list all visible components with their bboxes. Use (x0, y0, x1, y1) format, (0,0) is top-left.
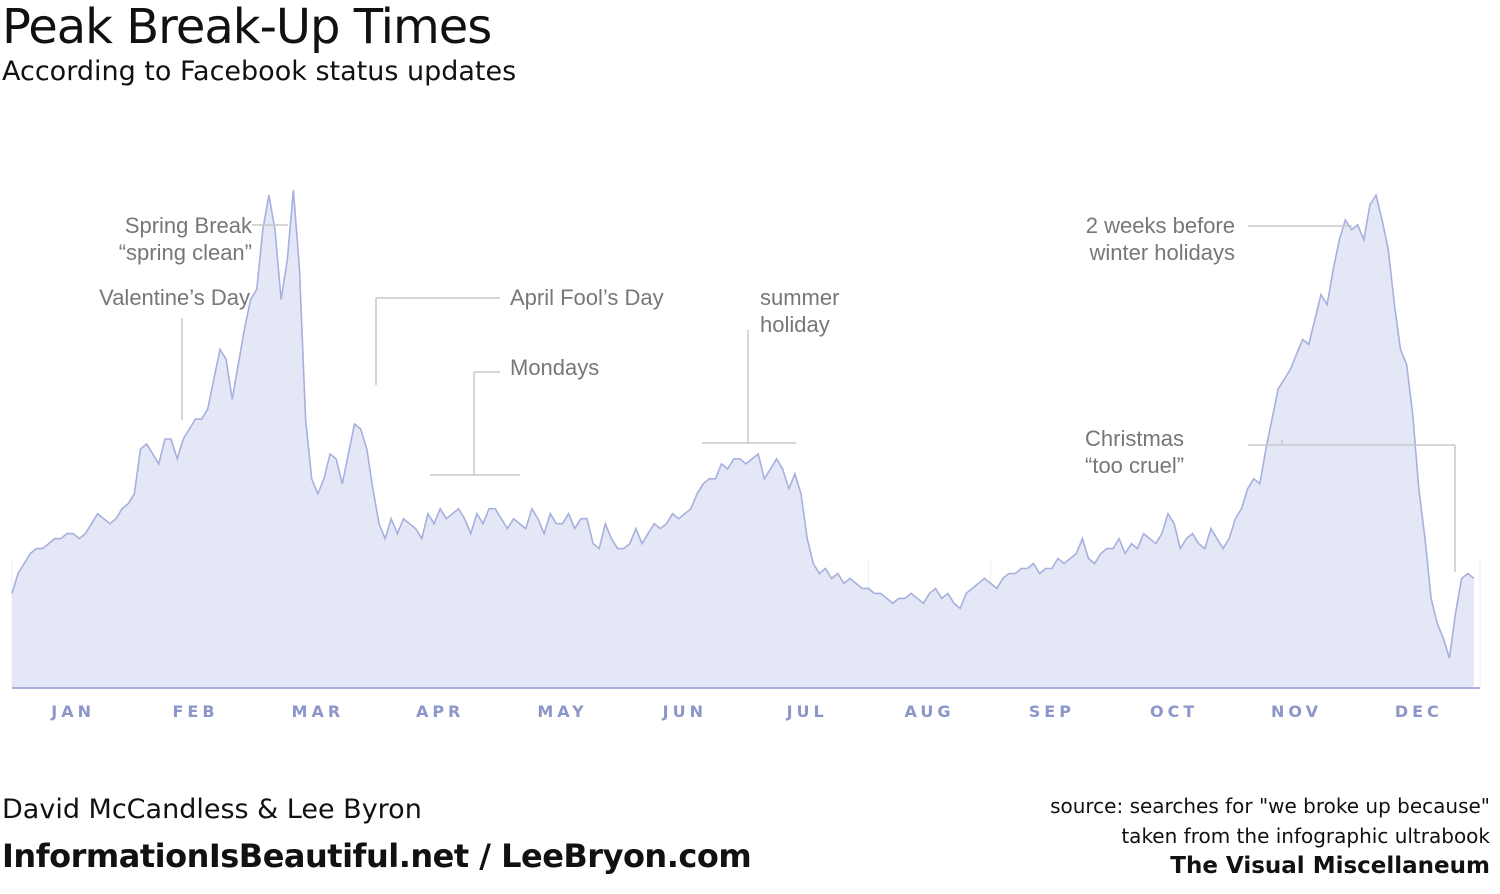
annotation-summer-holiday: summer holiday (760, 285, 839, 337)
annotation-spring-break-line: “spring clean” (119, 240, 252, 265)
month-label-mar: MAR (292, 702, 345, 721)
month-label-dec: DEC (1395, 702, 1443, 721)
month-label-feb: FEB (172, 702, 218, 721)
month-label-aug: AUG (904, 702, 954, 721)
month-label-apr: APR (416, 702, 464, 721)
annotation-christmas-line: “too cruel” (1085, 453, 1184, 478)
month-labels: JAN FEB MAR APR MAY JUN JUL AUG SEP OCT NOV DEC (50, 702, 1443, 721)
annotation-summer-holiday-line: summer (760, 285, 839, 310)
month-label-jun: JUN (662, 702, 707, 721)
source-note: source: searches for "we broke up becaus… (1050, 794, 1490, 818)
month-label-jan: JAN (50, 702, 95, 721)
annotation-winter-holidays: 2 weeks before winter holidays (1086, 213, 1235, 265)
annotation-leaders (181, 224, 1456, 572)
annotation-winter-holidays-line: 2 weeks before (1086, 213, 1235, 238)
annotation-winter-holidays-line: winter holidays (1088, 240, 1235, 265)
area-fill (12, 190, 1474, 688)
annotation-spring-break: Spring Break “spring clean” (119, 213, 253, 265)
month-label-sep: SEP (1029, 702, 1075, 721)
credit-websites[interactable]: InformationIsBeautiful.net / LeeBryon.co… (2, 837, 752, 875)
annotation-april-fools-day: April Fool’s Day (510, 285, 664, 310)
annotation-christmas: Christmas “too cruel” (1085, 426, 1184, 478)
source-book-title: The Visual Miscellaneum (1170, 853, 1490, 879)
credit-authors: David McCandless & Lee Byron (2, 794, 422, 825)
annotations: Spring Break “spring clean” Valentine’s Da… (99, 213, 1235, 478)
annotation-summer-holiday-line: holiday (760, 312, 830, 337)
annotation-april-fools-day-line: April Fool’s Day (510, 285, 664, 310)
month-label-oct: OCT (1150, 702, 1198, 721)
annotation-spring-break-line: Spring Break (125, 213, 253, 238)
annotation-christmas-line: Christmas (1085, 426, 1184, 451)
chart-title: Peak Break-Up Times (2, 0, 492, 55)
annotation-mondays: Mondays (510, 355, 599, 380)
chart-subtitle: According to Facebook status updates (2, 56, 517, 87)
month-label-may: MAY (537, 702, 587, 721)
annotation-mondays-line: Mondays (510, 355, 599, 380)
month-label-jul: JUL (786, 702, 828, 721)
annotation-valentines-day-line: Valentine’s Day (99, 285, 250, 310)
month-label-nov: NOV (1271, 702, 1322, 721)
area-line (11, 189, 1475, 659)
annotation-valentines-day: Valentine’s Day (99, 285, 250, 310)
source-book-note: taken from the infographic ultrabook (1121, 824, 1490, 848)
